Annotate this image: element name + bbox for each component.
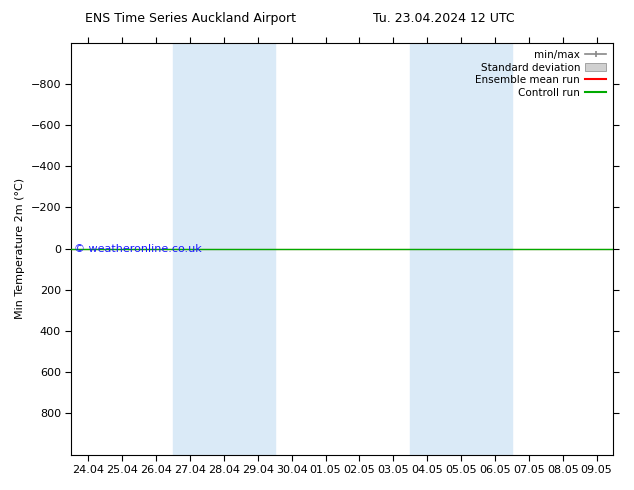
Legend: min/max, Standard deviation, Ensemble mean run, Controll run: min/max, Standard deviation, Ensemble me… bbox=[471, 46, 611, 102]
Bar bbox=[173, 43, 241, 455]
Bar bbox=[410, 43, 478, 455]
Y-axis label: Min Temperature 2m (°C): Min Temperature 2m (°C) bbox=[15, 178, 25, 319]
Bar bbox=[444, 43, 512, 455]
Text: Tu. 23.04.2024 12 UTC: Tu. 23.04.2024 12 UTC bbox=[373, 12, 515, 25]
Text: © weatheronline.co.uk: © weatheronline.co.uk bbox=[74, 244, 202, 254]
Bar bbox=[207, 43, 275, 455]
Text: ENS Time Series Auckland Airport: ENS Time Series Auckland Airport bbox=[85, 12, 295, 25]
